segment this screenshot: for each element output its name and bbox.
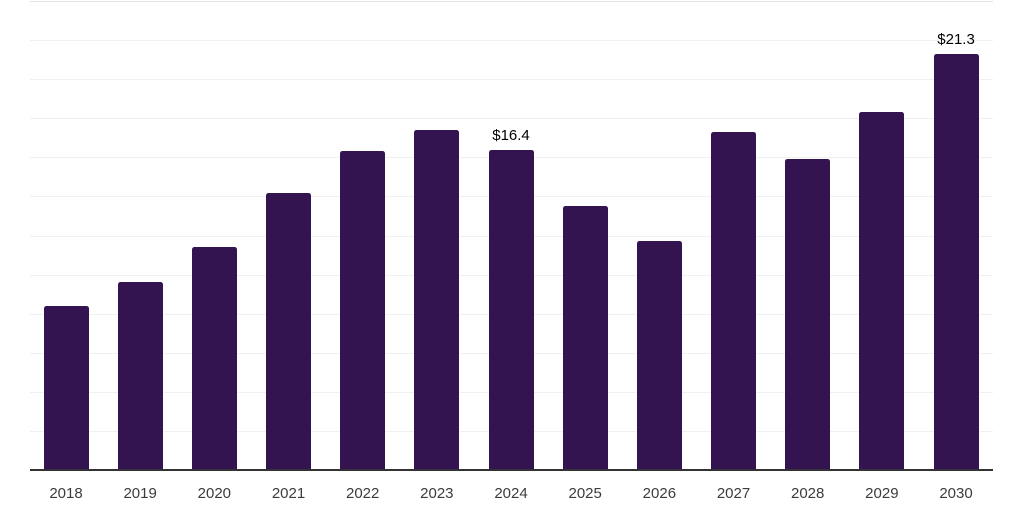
gridline bbox=[30, 40, 993, 42]
bar-2022 bbox=[340, 151, 386, 470]
bar-2027 bbox=[711, 131, 757, 470]
x-axis-line bbox=[30, 469, 993, 471]
bar-2028 bbox=[785, 159, 831, 470]
bar-2023 bbox=[414, 129, 460, 470]
x-tick-label-2020: 2020 bbox=[197, 485, 232, 502]
x-tick-label-2023: 2023 bbox=[420, 485, 454, 502]
x-tick-label-2027: 2027 bbox=[716, 485, 751, 502]
bar-2019 bbox=[117, 282, 163, 470]
bar-2020 bbox=[191, 247, 237, 470]
bar-2029 bbox=[859, 112, 905, 470]
x-tick-label-2021: 2021 bbox=[271, 485, 306, 502]
bar-2025 bbox=[562, 206, 608, 470]
gridline bbox=[30, 118, 993, 120]
bar-2021 bbox=[266, 192, 311, 470]
bar-2018 bbox=[43, 305, 89, 470]
gridline bbox=[30, 1, 993, 2]
x-tick-label-2029: 2029 bbox=[865, 485, 899, 502]
x-tick-label-2022: 2022 bbox=[345, 485, 380, 502]
gridline bbox=[30, 79, 993, 81]
bar-2024 bbox=[488, 149, 534, 470]
value-label-2030: $21.3 bbox=[937, 30, 975, 48]
x-tick-label-2024: 2024 bbox=[494, 485, 528, 502]
value-label-2024: $16.4 bbox=[492, 126, 530, 144]
bar-2026 bbox=[636, 241, 682, 470]
x-tick-label-2030: 2030 bbox=[939, 485, 973, 502]
x-tick-label-2018: 2018 bbox=[49, 485, 83, 502]
x-tick-label-2019: 2019 bbox=[123, 485, 157, 502]
bar-2030 bbox=[933, 53, 979, 470]
x-tick-label-2028: 2028 bbox=[791, 485, 825, 502]
x-tick-label-2025: 2025 bbox=[568, 485, 602, 502]
x-tick-label-2026: 2026 bbox=[642, 485, 677, 502]
